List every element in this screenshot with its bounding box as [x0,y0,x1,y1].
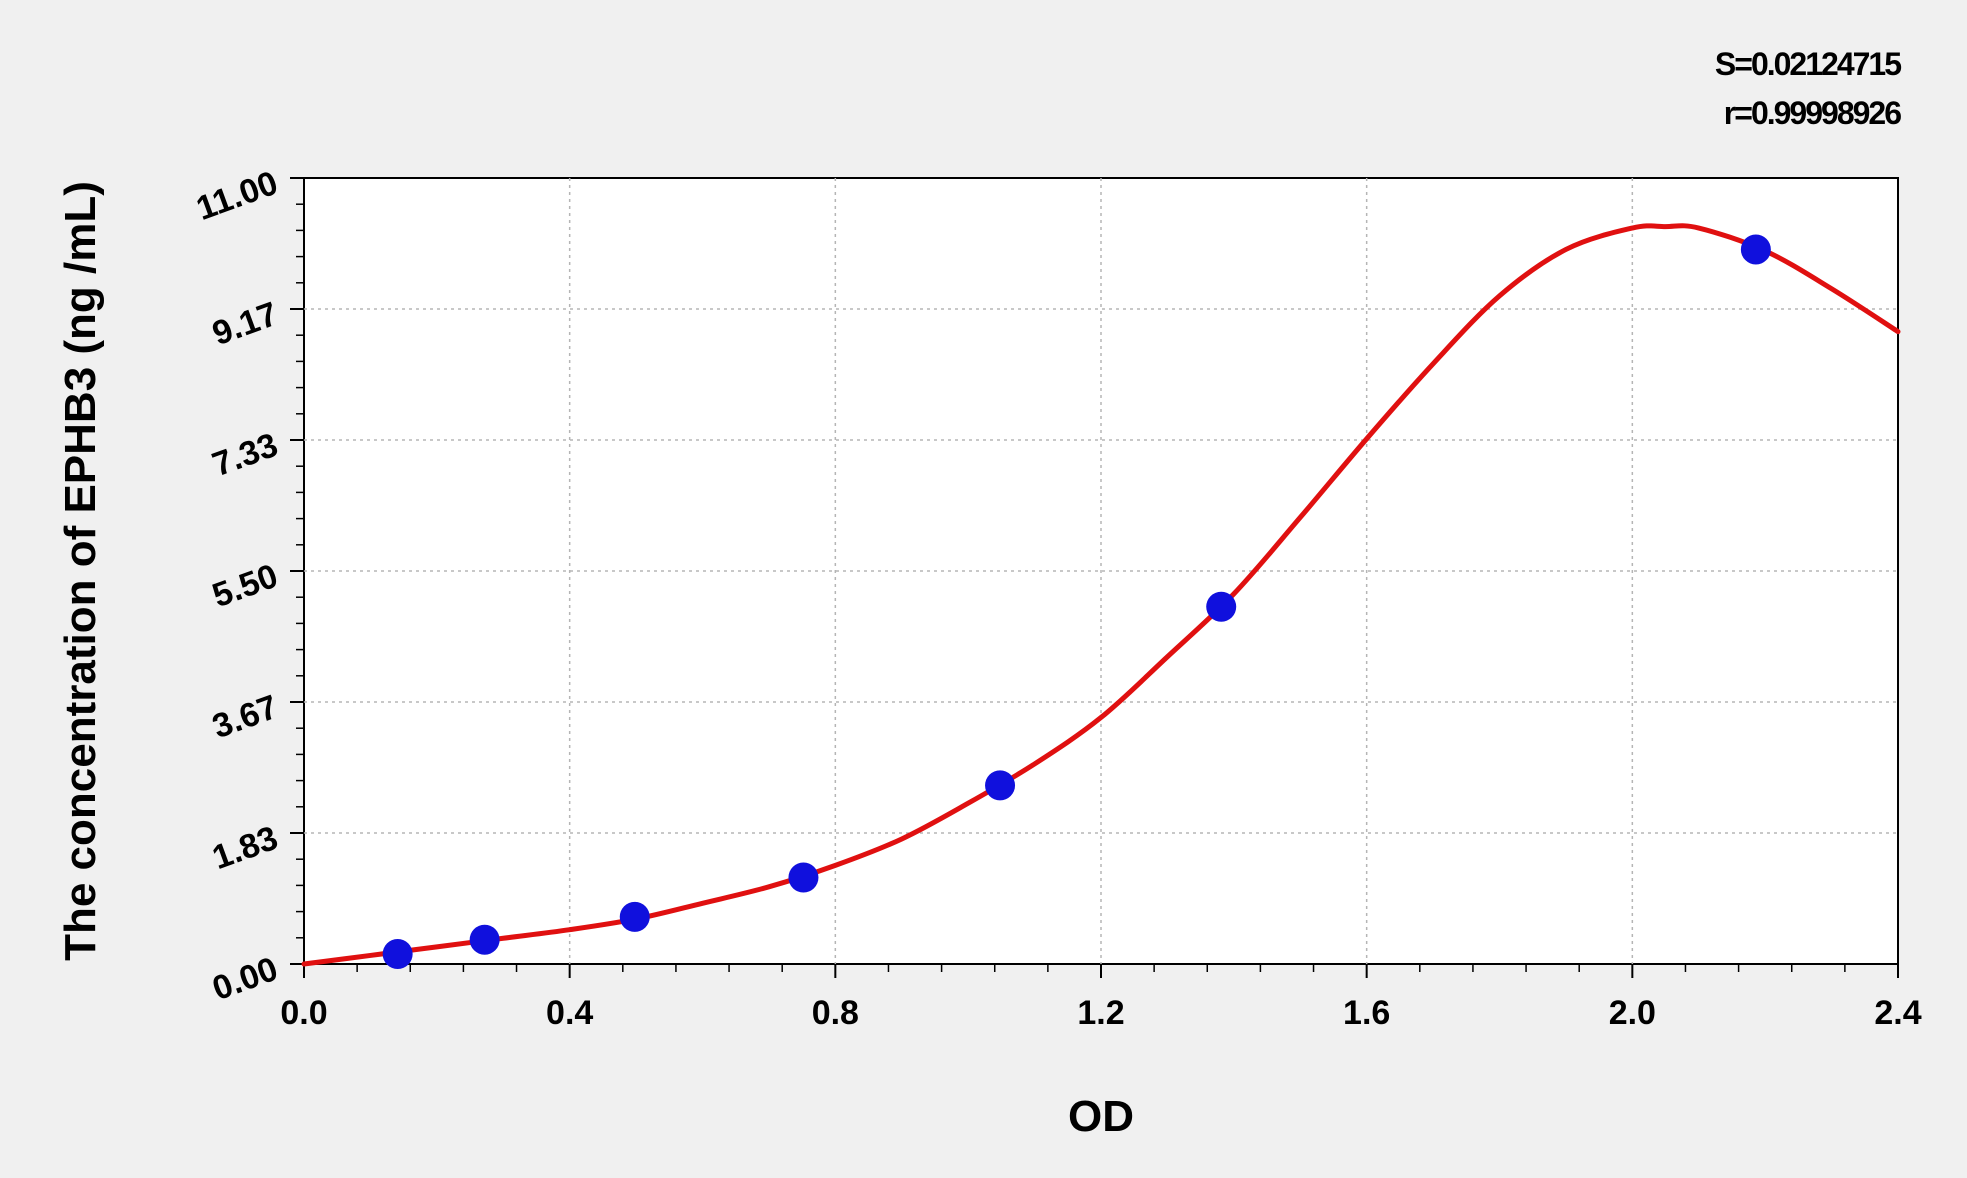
data-point [788,862,819,893]
y-tick-label: 7.33 [208,426,283,484]
x-tick-label: 0.0 [280,994,327,1032]
x-axis-title: OD [1068,1092,1134,1141]
data-point [469,924,500,955]
series-layer [301,223,1901,969]
x-tick-label: 0.4 [546,994,593,1032]
fit-curve [301,223,1901,967]
y-tick-label: 1.83 [208,819,283,877]
y-axis-title: The concentration of EPHB3 (ng /mL) [56,181,105,961]
x-tick-label: 1.2 [1077,994,1124,1032]
data-point [382,938,413,969]
y-tick-label: 0.00 [208,950,283,1008]
x-tick-label: 2.0 [1609,994,1656,1032]
y-tick-label: 9.17 [208,295,283,353]
stat-r: r=0.99998926 [1724,95,1901,131]
grid [304,178,1898,964]
stat-s: S=0.02124715 [1715,46,1901,82]
data-point [1206,591,1237,622]
x-tick-label: 0.8 [812,994,859,1032]
x-tick-label: 2.4 [1874,994,1921,1032]
data-point [619,901,650,932]
y-tick-label: 5.50 [208,557,283,615]
data-point [985,770,1016,801]
x-tick-label: 1.6 [1343,994,1390,1032]
y-tick-label: 3.67 [208,688,283,746]
y-tick-label: 11.00 [192,164,283,228]
data-point [1740,234,1771,265]
